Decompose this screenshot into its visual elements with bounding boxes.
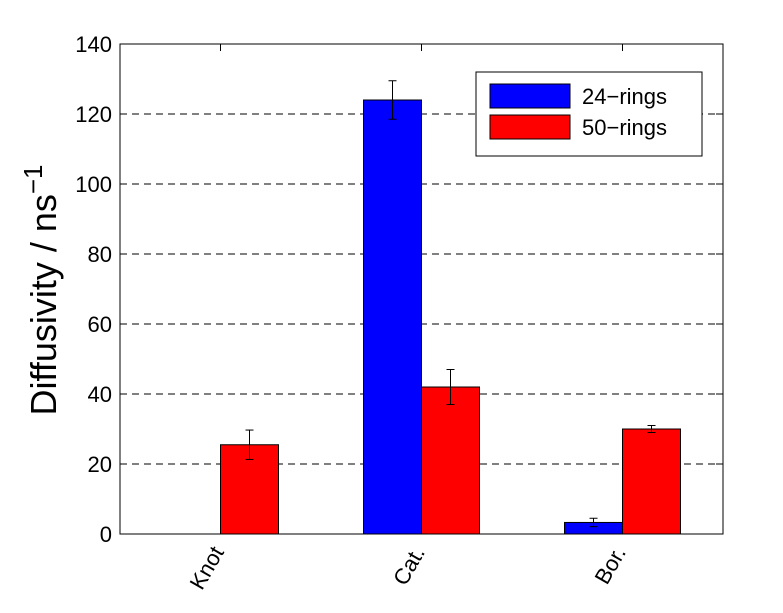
legend-swatch [489, 114, 571, 140]
y-tick-label: 80 [88, 242, 112, 267]
y-tick-label: 40 [88, 382, 112, 407]
x-tick-labels: Knot Cat. Bor. [185, 542, 631, 594]
legend-label: 24−rings [582, 84, 667, 109]
legend: 24−rings 50−rings [475, 71, 703, 157]
bar-cat-1 [421, 386, 480, 535]
y-tick-label: 140 [75, 32, 112, 57]
y-tick-labels: 0 20 40 60 80 100 120 140 [75, 32, 112, 547]
plot-frame [119, 43, 724, 535]
bars [220, 99, 681, 535]
y-axis-label-text: Diffusivity / ns [23, 194, 64, 415]
axes [119, 43, 724, 535]
y-axis-label-superscript: −1 [18, 164, 48, 194]
bar-bor-1 [622, 428, 681, 535]
legend-swatch [489, 83, 571, 109]
y-tick-label: 60 [88, 312, 112, 337]
legend-label: 50−rings [582, 115, 667, 140]
bar-cat-0 [363, 99, 422, 535]
y-axis-label: Diffusivity / ns−1 [18, 164, 64, 415]
y-tick-label: 20 [88, 452, 112, 477]
y-tick-label: 100 [75, 172, 112, 197]
y-tick-label: 0 [100, 522, 112, 547]
y-tick-label: 120 [75, 102, 112, 127]
x-tick-label: Cat. [388, 542, 430, 589]
x-tick-label: Knot [185, 542, 229, 594]
x-tick-label: Bor. [590, 542, 631, 588]
